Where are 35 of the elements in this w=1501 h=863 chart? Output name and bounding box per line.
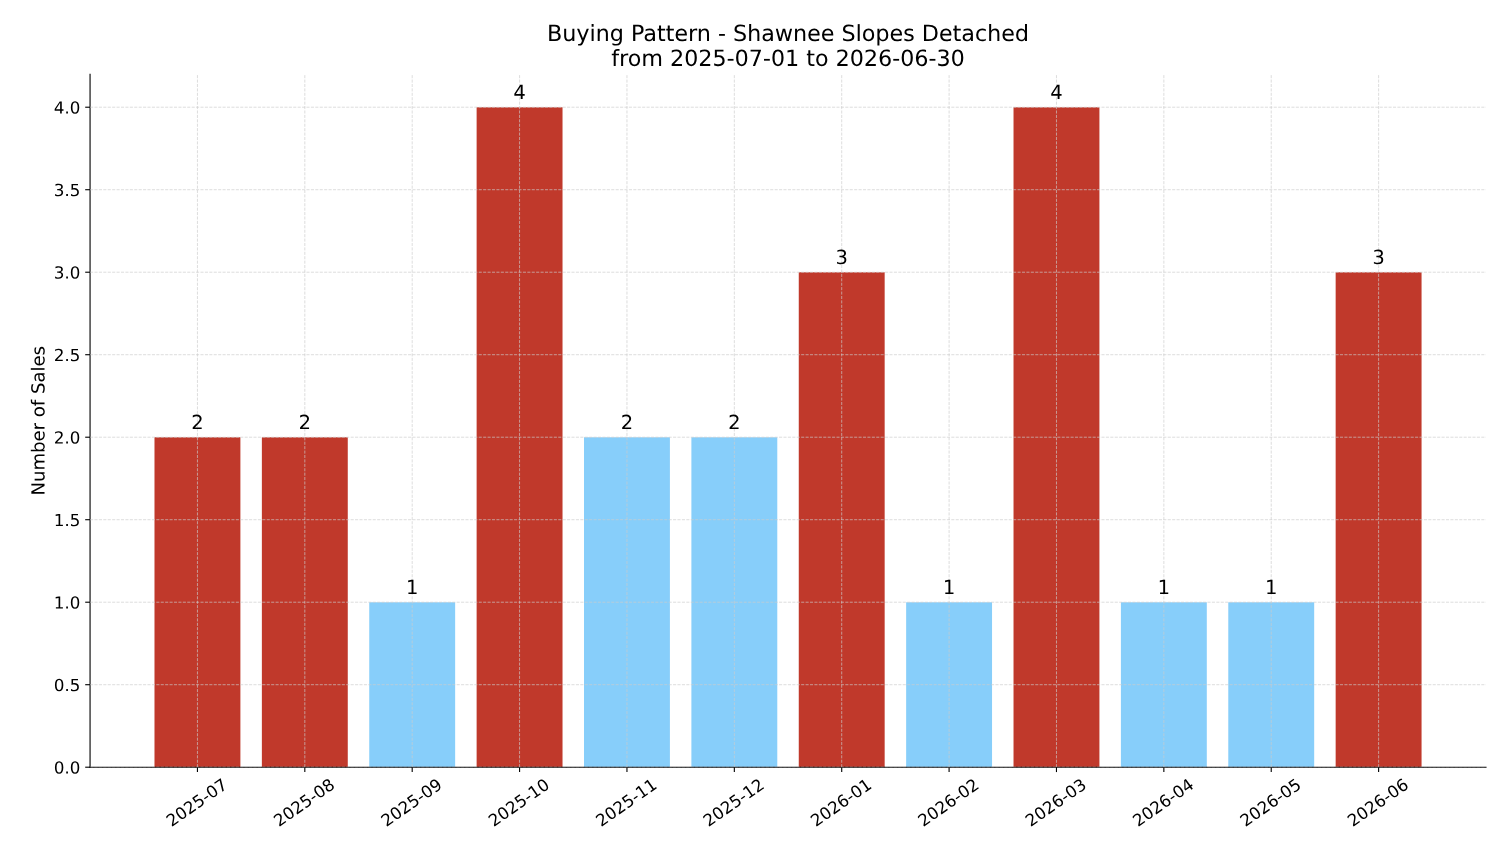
data-label: 3 bbox=[1373, 249, 1384, 265]
y-tick-label: 3.5 bbox=[55, 183, 79, 197]
data-label: 4 bbox=[514, 84, 525, 100]
y-tick-label: 3.0 bbox=[55, 266, 80, 279]
y-tick-label: 1.0 bbox=[55, 596, 80, 609]
data-label: 4 bbox=[1051, 84, 1062, 100]
data-label: 2 bbox=[622, 414, 632, 429]
y-tick-label: 1.5 bbox=[55, 513, 79, 527]
data-label: 1 bbox=[945, 579, 954, 594]
bar bbox=[476, 107, 563, 768]
bar bbox=[1120, 602, 1207, 768]
bar bbox=[691, 437, 778, 768]
y-axis-title: Number of Sales bbox=[30, 346, 45, 494]
y-tick-label: 2.0 bbox=[55, 431, 80, 444]
y-tick-label: 4.0 bbox=[54, 101, 80, 114]
bar bbox=[261, 437, 348, 768]
data-label: 3 bbox=[837, 249, 847, 265]
data-label: 1 bbox=[408, 579, 417, 594]
data-label: 2 bbox=[300, 414, 310, 429]
bar bbox=[1013, 107, 1100, 768]
bar bbox=[798, 272, 885, 768]
bar bbox=[1335, 272, 1422, 768]
data-label: 1 bbox=[1159, 579, 1169, 594]
bar bbox=[154, 437, 241, 768]
y-tick-label: 0.5 bbox=[54, 678, 79, 692]
y-tick-label: 0.0 bbox=[54, 761, 80, 774]
bar bbox=[1228, 602, 1315, 768]
y-tick-label: 2.5 bbox=[55, 348, 79, 362]
chart-title: Buying Pattern - Shawnee Slopes Detached from 2025-07-01 to 2026-06-30 bbox=[549, 24, 1027, 67]
bar bbox=[906, 602, 993, 768]
data-label: 1 bbox=[1267, 579, 1276, 594]
data-label: 2 bbox=[729, 414, 739, 429]
bar bbox=[369, 602, 456, 768]
data-label: 2 bbox=[192, 414, 202, 429]
bar bbox=[584, 437, 670, 768]
